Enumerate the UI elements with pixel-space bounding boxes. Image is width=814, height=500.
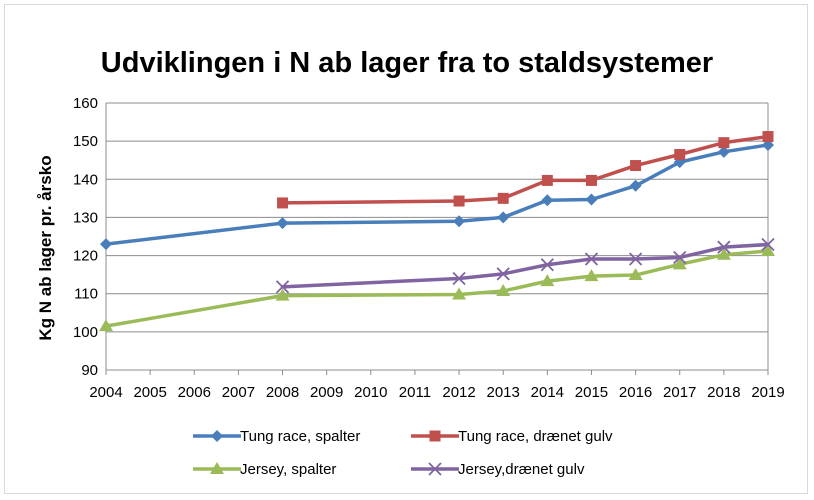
x-tick-label: 2005 [133,384,166,401]
series-3 [99,243,775,332]
data-point [585,174,597,186]
data-point [762,131,774,143]
gridlines [105,102,769,371]
legend-item: Tung race, drænet gulv [411,428,613,445]
series-line [280,242,770,289]
x-axis-ticks: 2004 2005 2006 2007 2008 2009 2010 2011 2012 2013… [89,370,785,401]
legend-item: Jersey, spalter [193,461,336,478]
legend-item: Tung race, spalter [193,428,360,445]
data-point [629,179,642,192]
data-point [674,148,686,160]
x-tick-label: 2004 [89,384,122,401]
data-point [453,195,465,207]
data-point [585,193,598,206]
y-tick-label: 120 [73,248,98,265]
data-point [276,217,289,230]
y-tick-label: 160 [73,95,98,112]
y-tick-label: 140 [73,171,98,188]
legend-marker [429,430,441,442]
legend-label: Tung race, spalter [240,428,360,445]
chart-title: Udviklingen i N ab lager fra to staldsys… [101,47,713,79]
x-tick-label: 2012 [442,384,475,401]
data-point [718,137,730,149]
data-point [452,287,467,300]
x-tick-label: 2009 [310,384,343,401]
data-point [453,215,466,228]
y-tick-label: 110 [74,286,98,303]
x-tick-label: 2016 [619,384,652,401]
data-point [761,237,775,252]
data-point [672,257,687,270]
data-point [100,238,112,251]
data-point [496,267,510,281]
data-point [673,250,687,265]
legend-label: Jersey, spalter [240,461,336,478]
series-layer [99,131,775,332]
series-line [104,143,770,246]
legend-label: Tung race, drænet gulv [458,428,613,445]
legend-label: Jersey,drænet gulv [458,461,585,478]
legend-marker [210,462,224,474]
legend: Tung race, spalter Tung race, drænet gulv… [193,428,613,478]
x-tick-label: 2013 [487,384,520,401]
x-tick-label: 2006 [178,384,211,401]
chart-area [4,4,808,494]
data-point [275,280,290,294]
legend-marker [211,430,223,442]
y-tick-label: 130 [73,209,98,226]
data-point [716,247,731,260]
data-point [277,197,289,209]
x-tick-label: 2018 [707,384,740,401]
data-point [541,194,554,207]
y-axis-label: Kg N ab lager pr. årsko [36,155,55,340]
series-line [280,134,770,205]
y-tick-label: 100 [73,324,98,341]
x-tick-label: 2015 [575,384,608,401]
data-point [540,274,555,287]
data-point [99,319,113,332]
data-point [584,269,599,282]
x-tick-label: 2010 [354,384,387,401]
x-tick-label: 2011 [399,384,431,401]
x-tick-label: 2019 [751,384,784,401]
series-4 [275,237,775,294]
series-2 [277,131,774,209]
data-point [541,174,553,186]
x-tick-label: 2014 [531,384,564,401]
data-point [540,258,554,272]
legend-marker [428,462,442,476]
y-axis-ticks: 90 100 110 120 130 140 150 160 [73,95,98,379]
x-tick-label: 2008 [266,384,299,401]
data-point [496,284,511,297]
data-point [761,243,775,256]
x-tick-label: 2017 [663,384,696,401]
y-tick-label: 90 [81,362,98,379]
series-line [104,249,770,328]
data-point [630,160,642,172]
data-point [452,271,466,286]
data-point [628,268,643,281]
data-point [717,145,730,158]
data-point [628,252,643,266]
data-point [497,192,509,204]
x-tick-label: 2007 [222,384,255,401]
data-point [584,252,599,266]
data-point [497,211,510,224]
data-point [275,288,290,301]
legend-item: Jersey,drænet gulv [411,461,585,478]
data-point [717,240,731,254]
y-tick-label: 150 [73,133,98,150]
